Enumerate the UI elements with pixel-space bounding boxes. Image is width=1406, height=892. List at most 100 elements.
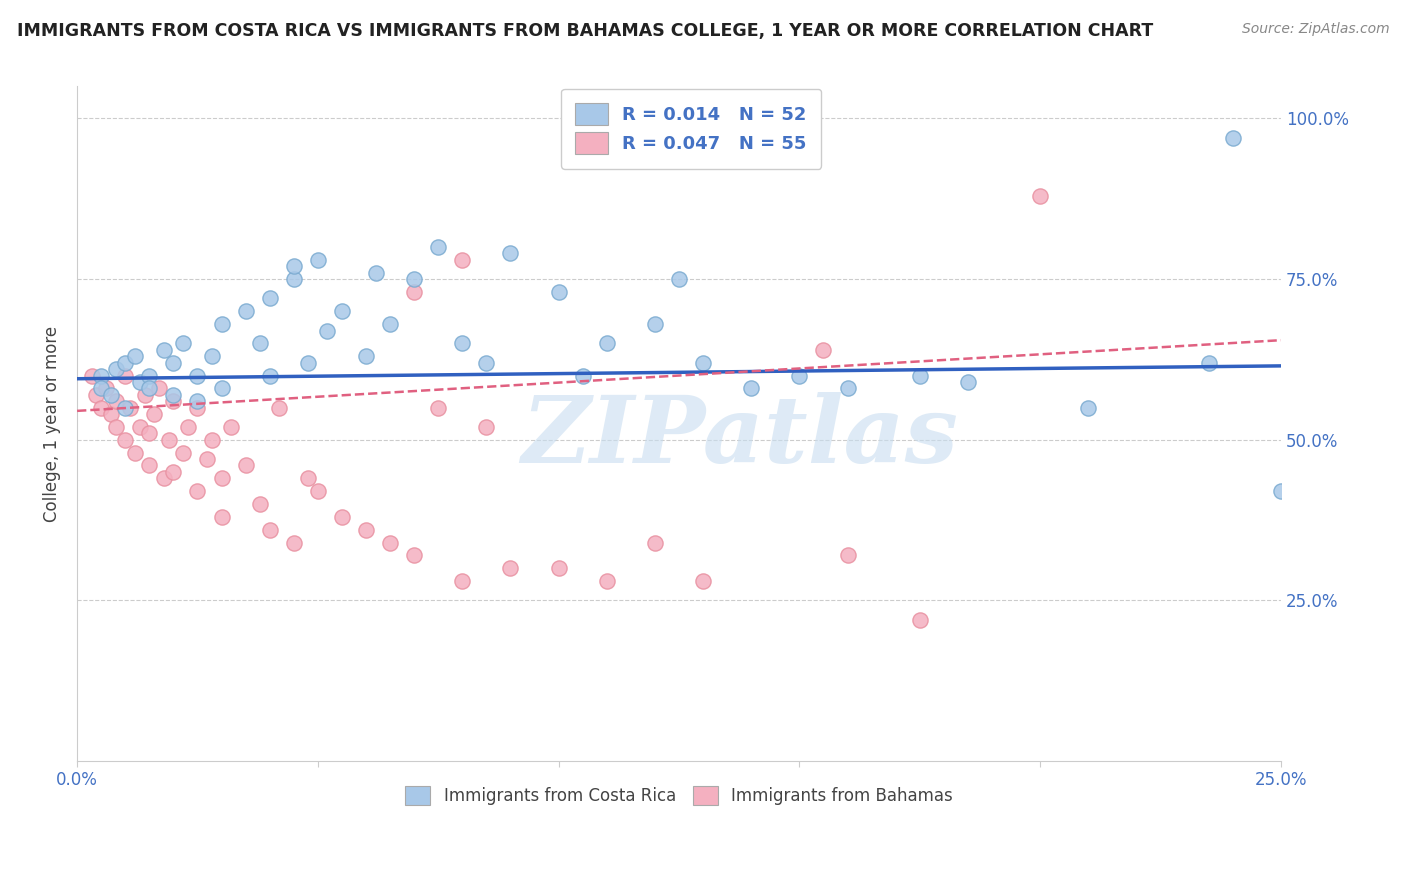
Point — [138, 426, 160, 441]
Point — [1029, 188, 1052, 202]
Point — [162, 465, 184, 479]
Point — [499, 561, 522, 575]
Point — [259, 368, 281, 383]
Point — [249, 497, 271, 511]
Point — [259, 523, 281, 537]
Point — [330, 509, 353, 524]
Point — [201, 349, 224, 363]
Point — [128, 420, 150, 434]
Point — [235, 458, 257, 473]
Point — [162, 394, 184, 409]
Point — [259, 292, 281, 306]
Point — [114, 433, 136, 447]
Point — [128, 375, 150, 389]
Point — [404, 272, 426, 286]
Point — [330, 304, 353, 318]
Point — [138, 458, 160, 473]
Point — [100, 388, 122, 402]
Point — [143, 407, 166, 421]
Legend: Immigrants from Costa Rica, Immigrants from Bahamas: Immigrants from Costa Rica, Immigrants f… — [396, 778, 962, 814]
Point — [114, 368, 136, 383]
Point — [104, 362, 127, 376]
Point — [114, 356, 136, 370]
Point — [547, 561, 569, 575]
Point — [86, 388, 108, 402]
Point — [186, 368, 208, 383]
Point — [740, 381, 762, 395]
Point — [172, 445, 194, 459]
Point — [90, 401, 112, 415]
Point — [269, 401, 291, 415]
Point — [596, 574, 619, 589]
Point — [94, 381, 117, 395]
Point — [90, 368, 112, 383]
Point — [307, 484, 329, 499]
Point — [219, 420, 242, 434]
Point — [692, 356, 714, 370]
Point — [316, 324, 339, 338]
Point — [364, 266, 387, 280]
Point — [596, 336, 619, 351]
Point — [378, 317, 401, 331]
Point — [451, 574, 474, 589]
Point — [177, 420, 200, 434]
Point — [186, 484, 208, 499]
Point — [1270, 484, 1292, 499]
Point — [152, 471, 174, 485]
Point — [692, 574, 714, 589]
Point — [1198, 356, 1220, 370]
Point — [644, 535, 666, 549]
Point — [100, 407, 122, 421]
Point — [283, 535, 305, 549]
Point — [547, 285, 569, 299]
Point — [283, 272, 305, 286]
Point — [124, 349, 146, 363]
Point — [427, 401, 450, 415]
Point — [499, 246, 522, 260]
Point — [235, 304, 257, 318]
Point — [120, 401, 142, 415]
Point — [138, 368, 160, 383]
Point — [475, 356, 498, 370]
Point — [148, 381, 170, 395]
Point — [211, 471, 233, 485]
Point — [104, 420, 127, 434]
Point — [157, 433, 180, 447]
Point — [172, 336, 194, 351]
Point — [283, 260, 305, 274]
Point — [249, 336, 271, 351]
Point — [211, 317, 233, 331]
Point — [162, 388, 184, 402]
Point — [908, 368, 931, 383]
Point — [297, 471, 319, 485]
Point — [908, 613, 931, 627]
Point — [427, 240, 450, 254]
Point — [186, 401, 208, 415]
Point — [451, 252, 474, 267]
Point — [837, 549, 859, 563]
Point — [90, 381, 112, 395]
Point — [789, 368, 811, 383]
Point — [1077, 401, 1099, 415]
Y-axis label: College, 1 year or more: College, 1 year or more — [44, 326, 60, 522]
Point — [201, 433, 224, 447]
Point — [134, 388, 156, 402]
Point — [354, 349, 377, 363]
Point — [956, 375, 979, 389]
Point — [813, 343, 835, 357]
Point — [195, 452, 218, 467]
Point — [114, 401, 136, 415]
Point — [307, 252, 329, 267]
Point — [297, 356, 319, 370]
Point — [211, 381, 233, 395]
Point — [571, 368, 593, 383]
Point — [1222, 130, 1244, 145]
Point — [668, 272, 690, 286]
Point — [837, 381, 859, 395]
Point — [404, 549, 426, 563]
Point — [162, 356, 184, 370]
Point — [211, 509, 233, 524]
Point — [80, 368, 103, 383]
Point — [104, 394, 127, 409]
Text: IMMIGRANTS FROM COSTA RICA VS IMMIGRANTS FROM BAHAMAS COLLEGE, 1 YEAR OR MORE CO: IMMIGRANTS FROM COSTA RICA VS IMMIGRANTS… — [17, 22, 1153, 40]
